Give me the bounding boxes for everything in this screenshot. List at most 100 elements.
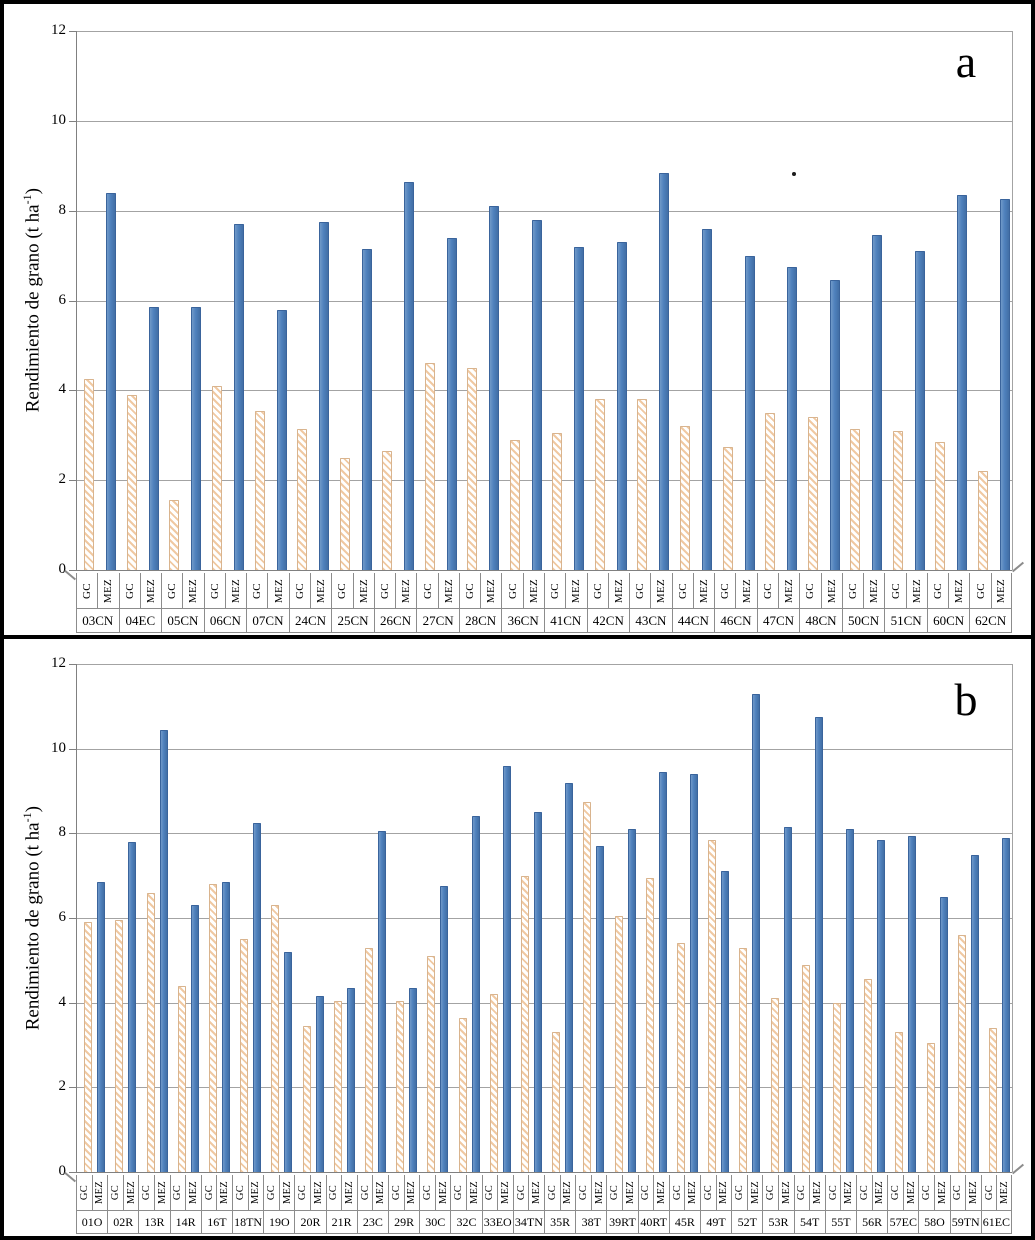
series-label-cell-gc-27cn: GC <box>416 573 437 608</box>
y-axis-tick-label: 8 <box>58 824 67 841</box>
series-label-cell-gc-26cn: GC <box>373 573 395 608</box>
y-axis-tick-label: 12 <box>51 655 66 671</box>
bar-mez-58o <box>939 896 948 1172</box>
bar-gc-46cn <box>722 446 733 570</box>
category-label-cell-52t: 52T <box>731 1210 763 1234</box>
series-label-cell-mez-50cn: MEZ <box>863 573 884 608</box>
series-label-mez: MEZ <box>905 1180 917 1205</box>
series-label-gc: GC <box>702 1184 714 1201</box>
series-label-cell-gc-46cn: GC <box>714 573 735 608</box>
bar-gc-45r <box>676 943 685 1172</box>
series-label-gc: GC <box>453 1184 465 1201</box>
bar-gc-62cn <box>977 471 988 570</box>
series-label-cell-gc-51cn: GC <box>884 573 905 608</box>
category-label-cell-27cn: 27CN <box>416 608 459 633</box>
series-label-gc: GC <box>889 1184 901 1201</box>
series-label-cell-gc-38t: GC <box>575 1175 591 1210</box>
category-label-cell-56r: 56R <box>856 1210 888 1234</box>
bar-gc-29r <box>396 1000 405 1172</box>
category-label-cell-39rt: 39RT <box>606 1210 638 1234</box>
category-label-cell-26cn: 26CN <box>373 608 417 633</box>
category-label-cell-13r: 13R <box>138 1210 170 1234</box>
x-axis-line <box>76 570 1012 571</box>
category-label-cell-04ec: 04EC <box>118 608 162 633</box>
y-axis-tick <box>69 120 76 122</box>
series-label-cell-gc-44cn: GC <box>671 573 693 608</box>
series-label-gc: GC <box>234 1184 246 1201</box>
bar-mez-38t <box>596 846 605 1172</box>
category-label-cell-58o: 58O <box>918 1210 950 1234</box>
bar-mez-47cn <box>787 266 797 570</box>
y-axis-tick-label: 2 <box>58 471 67 488</box>
gridline <box>76 300 1012 302</box>
series-label-cell-mez-43cn: MEZ <box>650 573 671 608</box>
bar-mez-04ec <box>148 307 159 570</box>
bar-gc-06cn <box>211 385 222 570</box>
category-label-cell-45r: 45R <box>668 1210 700 1234</box>
bar-mez-33eo <box>502 765 511 1172</box>
category-label-cell-62cn: 62CN <box>969 608 1012 633</box>
y-axis-tick <box>69 300 76 302</box>
bar-gc-61ec <box>988 1028 997 1172</box>
series-label-cell-gc-23c: GC <box>356 1175 373 1210</box>
category-label-cell-47cn: 47CN <box>756 608 800 633</box>
series-label-mez: MEZ <box>843 1180 855 1205</box>
y-axis-tick <box>69 570 76 571</box>
bar-mez-19o <box>284 951 293 1172</box>
series-label-gc: GC <box>983 1184 995 1201</box>
bar-mez-06cn <box>233 224 244 570</box>
series-label-cell-mez-30c: MEZ <box>434 1175 451 1210</box>
series-label-cell-gc-34tn: GC <box>512 1175 529 1210</box>
series-label-cell-gc-21r: GC <box>325 1175 342 1210</box>
stray-mark <box>792 172 796 176</box>
bar-gc-16t <box>208 884 217 1172</box>
series-label-cell-mez-47cn: MEZ <box>778 573 799 608</box>
bar-gc-36cn <box>509 439 520 570</box>
bar-mez-56r <box>877 839 886 1172</box>
bar-gc-04ec <box>126 394 137 570</box>
bar-gc-25cn <box>339 457 350 570</box>
y-axis-line <box>76 664 77 1172</box>
x-axis-line <box>76 1172 1012 1173</box>
category-label-cell-21r: 21R <box>325 1210 357 1234</box>
category-label-cell-34tn: 34TN <box>512 1210 544 1234</box>
category-label-cell-35r: 35R <box>544 1210 576 1234</box>
bar-mez-51cn <box>914 251 925 570</box>
series-label-cell-gc-54t: GC <box>793 1175 810 1210</box>
series-label-mez: MEZ <box>780 1180 792 1205</box>
bar-mez-03cn <box>106 192 117 570</box>
series-label-cell-gc-36cn: GC <box>501 573 522 608</box>
y-axis-tick <box>69 918 76 919</box>
category-label-cell-43cn: 43CN <box>629 608 672 633</box>
bar-mez-39rt <box>627 829 636 1172</box>
series-label-cell-mez-44cn: MEZ <box>692 573 714 608</box>
y-axis-tick <box>69 390 76 392</box>
panel-letter-b: b <box>954 674 978 725</box>
bar-gc-44cn <box>679 426 690 570</box>
bar-mez-62cn <box>999 199 1010 570</box>
plot-right-border <box>1012 31 1013 570</box>
series-label-mez: MEZ <box>593 1180 605 1205</box>
category-label-cell-01o: 01O <box>76 1210 108 1234</box>
y-axis-tick-label: 10 <box>51 739 66 756</box>
chart-panel-a: 0 2 4 6 8 10 12 GC MEZ 03CN GC MEZ 04EC GC MEZ 05CN GC ME… <box>4 4 1031 1236</box>
series-label-cell-mez-29r: MEZ <box>403 1175 420 1210</box>
y-axis-tick-label: 8 <box>58 201 67 218</box>
gridline <box>76 480 1012 482</box>
series-label-cell-mez-32c: MEZ <box>466 1175 482 1210</box>
series-label-cell-gc-55t: GC <box>824 1175 841 1210</box>
gridline <box>76 748 1012 750</box>
y-axis-line <box>76 31 77 570</box>
series-label-cell-gc-40rt: GC <box>637 1175 654 1210</box>
series-label-cell-gc-52t: GC <box>731 1175 747 1210</box>
series-label-mez: MEZ <box>718 1180 730 1205</box>
bar-mez-59tn <box>970 854 979 1172</box>
series-label-cell-gc-14r: GC <box>169 1175 186 1210</box>
category-label-cell-41cn: 41CN <box>544 608 587 633</box>
series-label-cell-mez-34tn: MEZ <box>528 1175 544 1210</box>
bar-mez-14r <box>190 905 199 1172</box>
series-label-cell-gc-49t: GC <box>700 1175 716 1210</box>
bar-mez-42cn <box>616 242 627 570</box>
bar-gc-30c <box>427 956 436 1172</box>
series-label-cell-mez-23c: MEZ <box>372 1175 388 1210</box>
